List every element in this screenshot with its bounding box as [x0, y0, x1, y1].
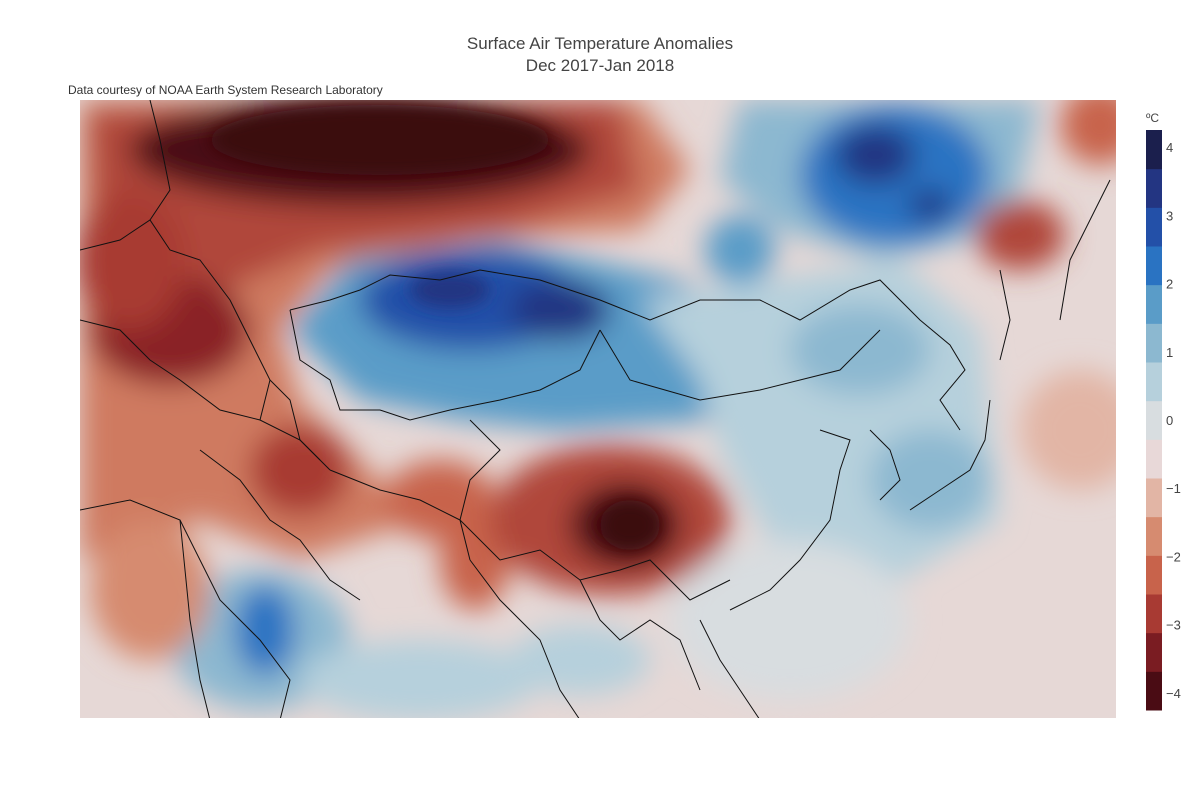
border-europe-2 [80, 319, 331, 471]
colorbar-bands [1146, 130, 1162, 711]
colorbar-tick-label: 0 [1166, 413, 1173, 428]
region-ne-siberia-cold-core2 [908, 189, 952, 221]
colorbar-band [1146, 400, 1162, 440]
region-altai-cold-core [510, 280, 610, 340]
core-tibet [600, 500, 660, 550]
colorbar-tick-label: 3 [1166, 208, 1173, 223]
colorbar-band [1146, 284, 1162, 324]
border-caspian [269, 379, 321, 461]
colorbar-band [1146, 323, 1162, 363]
border-europe [80, 219, 271, 421]
border-mongolia [599, 329, 881, 401]
core-siberia [210, 105, 550, 175]
colorbar-tick-label: 1 [1166, 345, 1173, 360]
colorbar-band [1146, 516, 1162, 556]
border-se-asia [699, 619, 760, 718]
colorbar-band [1146, 632, 1162, 672]
border-kazakhstan [289, 309, 601, 421]
region-se-asia-neutral [670, 540, 910, 700]
colorbar: 4 3 2 1 0 −1 −2 −3 −4 ºC [1146, 111, 1181, 711]
chart-title: Surface Air Temperature Anomalies [466, 34, 734, 53]
region-bay-bengal-cool [510, 625, 650, 695]
border-africa [80, 499, 291, 718]
colorbar-band [1146, 362, 1162, 402]
colorbar-tick-label: −2 [1166, 549, 1181, 564]
colorbar-band [1146, 168, 1162, 208]
border-iran [329, 469, 471, 561]
core-kazakh [410, 272, 490, 308]
colorbar-tick-label: −3 [1166, 618, 1181, 633]
colorbar-band [1146, 439, 1162, 479]
colorbar-band [1146, 246, 1162, 286]
colorbar-band [1146, 130, 1162, 170]
colorbar-band [1146, 478, 1162, 518]
region-africa-warm [90, 520, 210, 660]
country-borders [80, 100, 1111, 718]
chart-subtitle: Dec 2017-Jan 2018 [525, 56, 675, 75]
border-arctic-coast [149, 100, 171, 221]
region-ne-siberia-cold-core1 [835, 125, 915, 185]
region-arabian-sea-cool [300, 640, 540, 718]
border-africa-2 [179, 519, 211, 718]
colorbar-ticks: 4 3 2 1 0 −1 −2 −3 −4 [1166, 140, 1181, 701]
colorbar-band [1146, 555, 1162, 595]
colorbar-band [1146, 207, 1162, 247]
colorbar-tick-label: −4 [1166, 686, 1181, 701]
colorbar-tick-label: 4 [1166, 140, 1173, 155]
region-mideast-warm [250, 425, 350, 515]
region-pacific-warm [1020, 370, 1116, 490]
region-africa-cold-core [235, 585, 295, 675]
border-russia-south [289, 269, 966, 431]
colorbar-band [1146, 594, 1162, 634]
border-india [469, 559, 580, 718]
map-plot-area [80, 100, 1116, 718]
border-japan [909, 399, 991, 511]
border-india-2 [579, 579, 701, 691]
colorbar-tick-label: 2 [1166, 277, 1173, 292]
colorbar-tick-label: −1 [1166, 481, 1181, 496]
border-sakhalin [999, 269, 1011, 361]
border-kamchatka [1059, 179, 1111, 321]
colorbar-band [1146, 671, 1162, 711]
border-korea [869, 429, 901, 501]
region-far-ne-warm [1060, 100, 1116, 165]
border-china-west [459, 419, 731, 601]
border-mideast [199, 449, 361, 601]
anomaly-cores [210, 105, 660, 550]
data-credit: Data courtesy of NOAA Earth System Resea… [68, 83, 383, 97]
region-east-europe-warm [80, 190, 185, 330]
region-korea-japan-cold [870, 430, 990, 530]
colorbar-unit: ºC [1146, 111, 1159, 125]
region-okhotsk-cold [705, 215, 775, 285]
region-kamchatka-warm [975, 200, 1065, 270]
border-china-coast [729, 429, 851, 611]
